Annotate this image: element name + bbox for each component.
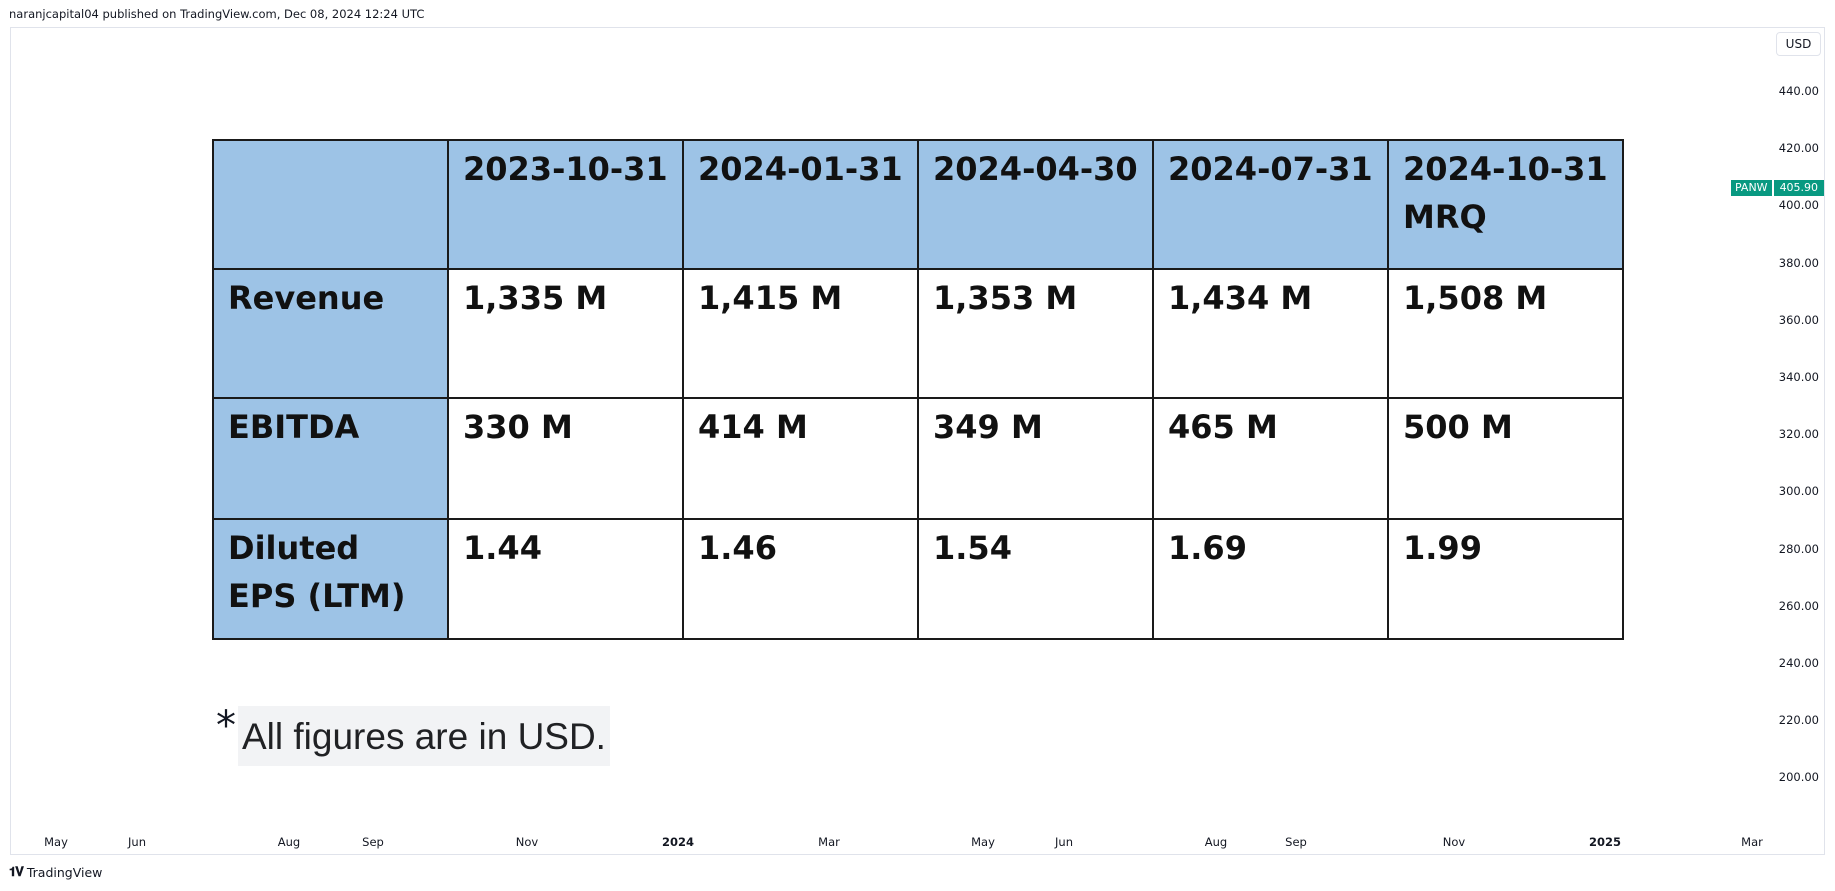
time-axis-label: Aug [277,835,301,849]
table-cell: 1.44 [447,518,684,640]
currency-button[interactable]: USD [1776,32,1821,56]
time-axis-label: Sep [1285,835,1307,849]
symbol-label: PANW [1731,180,1772,196]
footnote-asterisk: * [216,703,236,749]
price-axis-label: 280.00 [1778,541,1819,556]
last-price-badge: PANW 405.90 [1731,180,1825,196]
table-cell: 1.54 [917,518,1154,640]
time-axis-label: Nov [515,835,539,849]
time-axis-label: May [971,835,995,849]
column-header: 2024-04-30 [917,139,1154,270]
last-price-value: 405.90 [1772,180,1825,196]
footnote: * All figures are in USD. [216,706,610,766]
table-cell: 465 M [1152,397,1389,520]
table-cell: 1,353 M [917,268,1154,399]
price-axis-label: 400.00 [1778,198,1819,213]
footer-logo-text: TradingView [26,865,103,880]
table-cell: 1,434 M [1152,268,1389,399]
tradingview-logo-icon: 𝟏𝐕 [9,865,24,880]
table-cell: 1,335 M [447,268,684,399]
price-axis-label: 220.00 [1778,713,1819,728]
footnote-text: All figures are in USD. [238,706,610,766]
publisher-line: naranjcapital04 published on TradingView… [9,7,425,21]
financials-table: 2023-10-31 2024-01-31 2024-04-30 2024-07… [212,139,1624,640]
table-cell: 349 M [917,397,1154,520]
price-axis-label: 360.00 [1778,312,1819,327]
column-header: 2023-10-31 [447,139,684,270]
time-axis-label: Nov [1442,835,1466,849]
time-axis-label: May [44,835,68,849]
table-cell: 1.99 [1387,518,1624,640]
price-axis-label: 420.00 [1778,141,1819,156]
table-cell: 1.46 [682,518,919,640]
time-axis-label: 2025 [1588,835,1622,849]
price-axis-label: 440.00 [1778,84,1819,98]
table-cell: 1,415 M [682,268,919,399]
time-axis-label: 2024 [661,835,695,849]
table-row-revenue: Revenue 1,335 M 1,415 M 1,353 M 1,434 M … [212,268,1624,399]
price-axis-label: 380.00 [1778,255,1819,270]
table-cell: 1.69 [1152,518,1389,640]
column-header: 2024-10-31 MRQ [1387,139,1624,270]
time-axis-label: Jun [128,835,146,849]
time-axis-label: Sep [362,835,384,849]
table-cell: 500 M [1387,397,1624,520]
time-axis-label: Mar [1741,835,1763,849]
table-cell: 1,508 M [1387,268,1624,399]
price-axis-label: 260.00 [1778,598,1819,613]
price-axis-label: 320.00 [1778,427,1819,442]
table-row-ebitda: EBITDA 330 M 414 M 349 M 465 M 500 M [212,397,1624,520]
table-cell: 414 M [682,397,919,520]
table-corner-cell [212,139,449,270]
chart-pane[interactable] [10,27,1825,855]
time-axis-label: Mar [818,835,840,849]
time-axis-label: Aug [1204,835,1228,849]
table-row-diluted-eps: Diluted EPS (LTM) 1.44 1.46 1.54 1.69 1.… [212,518,1624,640]
table-header-row: 2023-10-31 2024-01-31 2024-04-30 2024-07… [212,139,1624,270]
price-axis-label: 240.00 [1778,656,1819,670]
row-label: Revenue [212,268,449,399]
tradingview-footer[interactable]: 𝟏𝐕 TradingView [9,865,102,880]
table-cell: 330 M [447,397,684,520]
column-header: 2024-01-31 [682,139,919,270]
price-axis-label: 340.00 [1778,370,1819,384]
time-axis-label: Jun [1055,835,1073,849]
column-header: 2024-07-31 [1152,139,1389,270]
price-axis-label: 300.00 [1778,484,1819,499]
price-axis-label: 200.00 [1778,770,1819,785]
row-label: EBITDA [212,397,449,520]
row-label: Diluted EPS (LTM) [212,518,449,640]
